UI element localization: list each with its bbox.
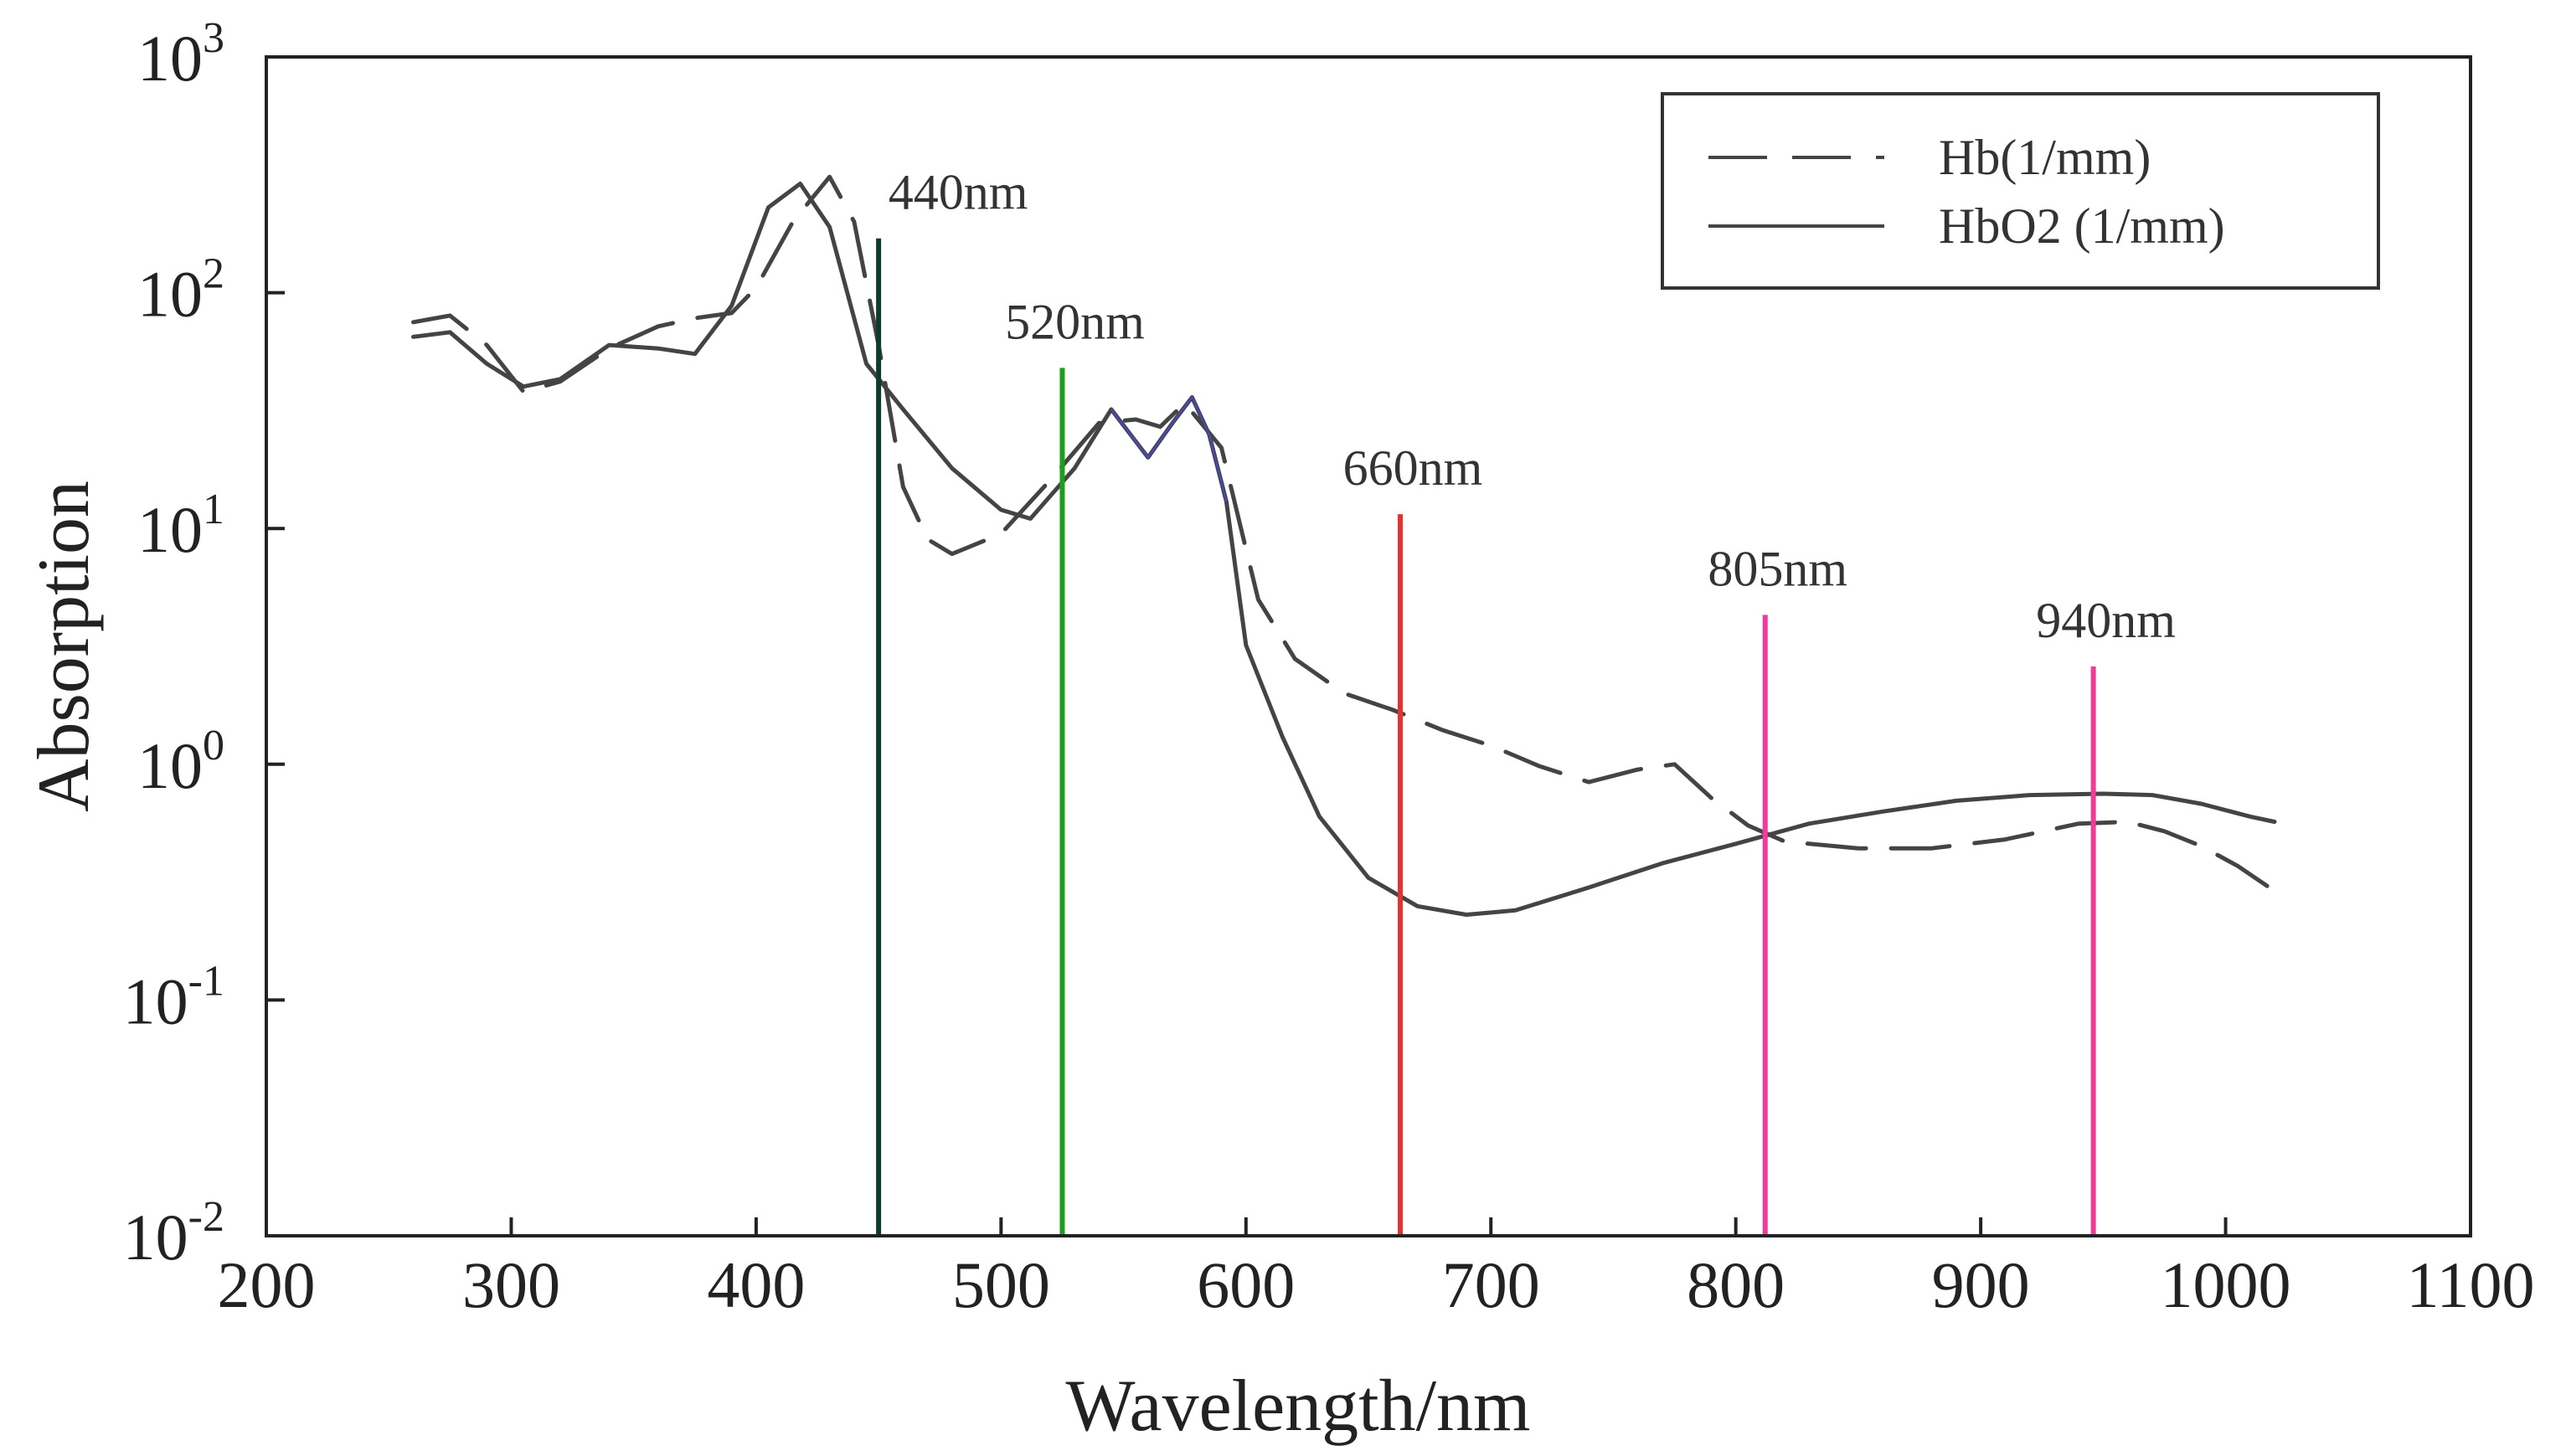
legend-box: [1661, 92, 2380, 290]
marker-label-805nm: 805nm: [1708, 541, 1847, 596]
x-tick-label-1000: 1000: [2161, 1248, 2291, 1321]
y-tick-label-3: 103: [137, 14, 224, 95]
x-tick-label-400: 400: [707, 1248, 805, 1321]
legend-label-hb: Hb(1/mm): [1939, 130, 2151, 185]
y-tick-label--1: 10-1: [123, 957, 224, 1037]
y-tick-label--2: 10-2: [123, 1193, 224, 1273]
series-layer: [411, 174, 2277, 917]
x-tick-label-900: 900: [1932, 1248, 2030, 1321]
y-tick-label-2: 102: [137, 250, 224, 331]
marker-label-660nm: 660nm: [1343, 440, 1483, 496]
x-tick-label-800: 800: [1687, 1248, 1785, 1321]
marker-layer: 440nm 520nm 660nm 805nm 940nm: [876, 165, 2176, 1236]
y-tick-label-0: 100: [137, 722, 224, 802]
legend: Hb(1/mm) HbO2 (1/mm): [1661, 92, 2380, 290]
marker-label-520nm: 520nm: [1005, 294, 1145, 349]
x-tick-label-500: 500: [952, 1248, 1050, 1321]
x-tick-label-1100: 1100: [2406, 1248, 2534, 1321]
peak-highlight: [1110, 395, 1228, 502]
x-tick-label-600: 600: [1197, 1248, 1295, 1321]
y-axis-title: Absorption: [23, 481, 105, 812]
legend-label-hbo2: HbO2 (1/mm): [1939, 198, 2225, 254]
marker-label-440nm: 440nm: [889, 165, 1028, 220]
marker-label-940nm: 940nm: [2036, 593, 2176, 648]
y-tick-label-1: 101: [137, 486, 224, 566]
plot-frame: [265, 55, 2472, 1237]
x-axis-title: Wavelength/nm: [1066, 1366, 1531, 1447]
x-tick-label-300: 300: [462, 1248, 560, 1321]
x-tick-label-200: 200: [218, 1248, 316, 1321]
x-tick-label-700: 700: [1442, 1248, 1540, 1321]
tick-layer: 200 300 400 500 600 700 800 900 1000 1100 10-2 10-1…: [123, 14, 2535, 1321]
